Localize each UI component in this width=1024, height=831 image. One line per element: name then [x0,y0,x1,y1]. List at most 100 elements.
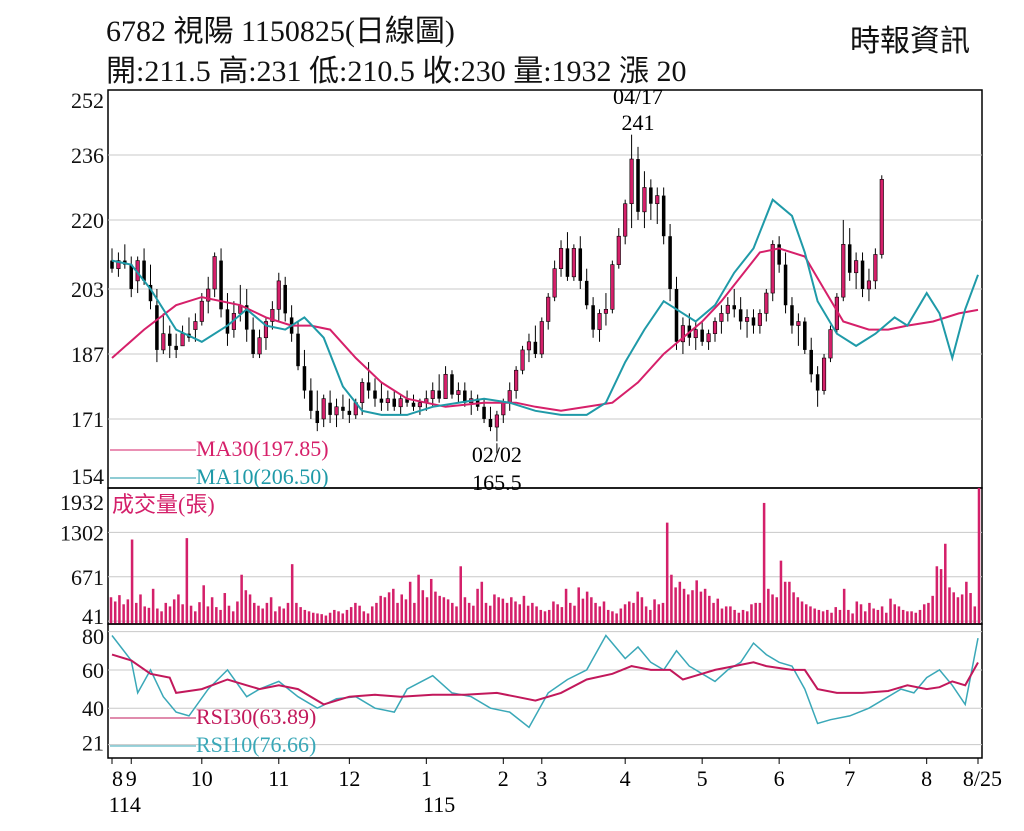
price-tick-label: 236 [71,143,104,168]
x-year-label: 114 [109,792,141,817]
candle-down [302,366,307,391]
x-month-label: 8 [921,766,932,791]
candle-up [745,317,750,322]
rsi-legend-label: RSI30(63.89) [196,704,316,729]
x-month-label: 2 [498,766,509,791]
volume-bar [526,605,530,624]
volume-bar [901,609,905,624]
volume-bar [969,593,972,624]
candle-down [225,309,230,334]
volume-bar [977,488,981,624]
x-month-label: 3 [536,766,547,791]
volume-bar [505,602,509,624]
volume-bar [446,599,450,624]
volume-bar [699,591,703,624]
candle-up [841,244,846,298]
candle-up [571,248,576,278]
volume-bar [552,601,555,624]
x-month-label: 12 [338,766,360,791]
volume-bar [375,602,378,624]
volume-bar [771,594,774,624]
price-tick-label: 171 [71,407,104,432]
candle-down [174,345,178,350]
volume-bar [927,602,930,624]
volume-bar [480,581,484,624]
volume-bar [324,615,328,624]
volume-bar [564,588,568,624]
candle-down [296,333,300,367]
volume-bar [880,606,884,624]
volume-bar [160,611,163,624]
volume-bar [594,602,597,624]
candle-up [764,292,769,314]
volume-bar [606,609,610,624]
volume-bar [379,595,382,624]
volume-bar [514,601,517,624]
volume-bar [602,601,606,624]
rsi-tick-label: 60 [82,658,104,683]
candle-up [854,260,859,274]
volume-bar [973,606,977,624]
volume-bar [581,598,585,624]
volume-bar [863,611,867,624]
volume-bar [821,611,825,624]
volume-bar [164,602,168,624]
volume-bar [118,595,121,624]
candle-up [879,179,884,255]
volume-bar [779,560,783,624]
volume-bar [737,612,741,624]
volume-bar [354,602,357,624]
volume-bar [181,604,184,624]
volume-bar [408,581,412,624]
candle-down [379,398,384,403]
candle-down [110,260,114,269]
candle-up [360,382,365,404]
volume-bar [590,597,593,624]
volume-bar [948,587,951,624]
source-label: 時報資訊 [850,25,970,58]
candle-up [558,248,564,269]
volume-bar [219,609,222,624]
volume-tick-label: 1932 [60,490,104,515]
volume-bar [442,597,446,624]
volume-bar [274,611,277,624]
volume-bar [792,592,795,624]
candle-down [309,390,313,411]
volume-bar [965,581,968,624]
candle-up [828,329,833,359]
x-month-label: 10 [191,766,213,791]
volume-bar [939,569,943,624]
candle-down [129,264,134,289]
candle-down [790,305,794,326]
volume-bar [269,597,273,624]
x-month-label: 5 [697,766,708,791]
candle-down [565,248,570,277]
volume-bar [135,602,138,624]
candle-up [725,304,730,314]
volume-bar [817,609,821,624]
volume-bar [434,591,437,624]
candle-up [680,325,685,343]
candle-down [815,374,820,391]
volume-bar [611,611,614,624]
volume-bar [569,602,572,624]
volume-bar [960,594,964,624]
volume-bar [809,606,812,624]
high-value-label: 241 [622,110,655,135]
volume-bar [248,594,252,624]
candle-down [219,260,223,310]
x-month-label: 8 [112,766,123,791]
chart-title: 6782 視陽 1150825(日線圖) [106,15,455,48]
volume-bar [733,609,736,624]
rsi-tick-label: 80 [82,624,104,649]
candle-up [873,254,878,282]
volume-bar [560,607,564,624]
volume-bar [438,595,441,624]
volume-bar [716,598,720,624]
volume-bar [210,597,214,624]
x-month-label: 11 [268,766,289,791]
volume-bar [674,587,677,624]
volume-bar [834,607,838,624]
